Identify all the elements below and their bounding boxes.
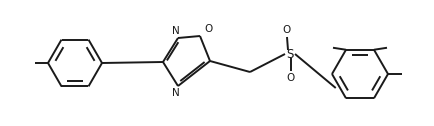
Text: N: N	[172, 26, 180, 36]
Text: N: N	[172, 88, 180, 98]
Text: S: S	[286, 48, 293, 60]
Text: O: O	[204, 24, 212, 34]
Text: O: O	[286, 73, 294, 83]
Text: O: O	[282, 25, 290, 35]
